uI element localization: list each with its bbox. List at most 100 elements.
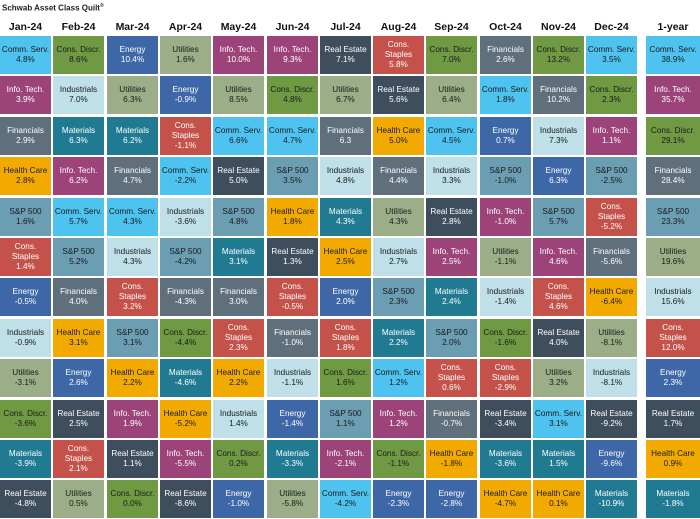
sector-label: Cons. Discr.: [56, 45, 101, 54]
sector-label: Energy: [172, 85, 199, 95]
sector-label: Utilities: [225, 85, 252, 95]
return-value: -4.8%: [14, 499, 37, 509]
quilt-cell: Energy -0.9%: [160, 76, 211, 115]
sector-label: Cons. Discr.: [163, 327, 208, 337]
quilt-cell: Cons. Staples -0.5%: [267, 278, 318, 317]
return-value: -0.5%: [281, 302, 304, 312]
return-value: -5.2%: [600, 221, 623, 231]
quilt-cell: Real Estate 4.0%: [533, 318, 584, 357]
quilt-cell: Comm. Serv. 4.5%: [426, 116, 477, 155]
sector-label: Comm. Serv.: [587, 45, 636, 54]
return-value: 6.3: [339, 135, 352, 145]
return-value: -3.6%: [14, 418, 37, 428]
quilt-cell: Financials 2.6%: [480, 36, 531, 74]
sector-label: Materials: [434, 287, 469, 297]
return-value: -1.1%: [281, 378, 304, 388]
return-value: 5.7%: [549, 216, 568, 226]
sector-label: Materials: [381, 327, 416, 337]
sector-label: Utilities: [438, 85, 465, 95]
return-value: 3.1%: [229, 257, 248, 266]
return-value: 5.0%: [389, 135, 408, 145]
return-value: 4.8%: [16, 55, 35, 64]
return-value: 1.2%: [389, 378, 408, 388]
quilt-cell: Health Care 5.0%: [373, 116, 424, 155]
return-value: 5.6%: [389, 95, 408, 105]
quilt-cell: Utilities 1.6%: [160, 36, 211, 74]
sector-label: Cons. Discr.: [3, 408, 48, 418]
return-value: -4.4%: [174, 337, 197, 347]
sector-label: Cons. Staples: [437, 363, 466, 383]
return-value: 2.3%: [389, 297, 408, 307]
return-value: -0.7%: [440, 418, 463, 428]
sector-label: Cons. Discr.: [323, 368, 368, 378]
sector-label: Utilities: [172, 45, 199, 54]
return-value: 4.3%: [123, 257, 142, 266]
sector-label: Info. Tech.: [59, 166, 98, 176]
quilt-cell: S&P 500 5.2%: [53, 238, 104, 276]
quilt-cell: Cons. Discr. -3.6%: [0, 399, 51, 438]
sector-label: Cons. Staples: [331, 322, 360, 342]
return-value: 38.9%: [661, 55, 685, 64]
quilt-cell: Cons. Discr. 2.3%: [586, 76, 637, 115]
sector-label: Utilities: [659, 247, 687, 256]
sector-label: Real Estate: [111, 449, 154, 458]
return-value: 7.3%: [549, 135, 568, 145]
return-value: 4.7%: [283, 135, 302, 145]
sector-label: Financials: [433, 408, 470, 418]
return-value: 10.2%: [546, 95, 571, 105]
sector-label: Materials: [221, 247, 256, 256]
return-value: 1.6%: [16, 216, 35, 226]
return-value: 1.9%: [123, 418, 142, 428]
quilt-cell: Real Estate 2.5%: [53, 399, 104, 438]
sector-label: Health Care: [163, 408, 208, 418]
sector-label: Real Estate: [217, 166, 260, 176]
return-value: 10.4%: [120, 55, 145, 64]
return-value: 1.8%: [283, 216, 302, 226]
quilt-cell: Industrials -8.1%: [586, 359, 637, 398]
quilt-cell: Health Care 2.2%: [213, 359, 264, 398]
return-value: -2.1%: [334, 459, 357, 468]
sector-label: S&P 500: [329, 408, 362, 418]
return-value: -1.0%: [494, 176, 517, 186]
quilt-cell: Industrials 7.0%: [53, 76, 104, 115]
return-value: -8.1%: [600, 337, 623, 347]
sector-label: Real Estate: [57, 408, 100, 418]
quilt-cell: Utilities -5.8%: [267, 480, 318, 519]
column-header: 1-year: [657, 21, 689, 33]
quilt-cell: S&P 500 2.0%: [426, 318, 477, 357]
return-value: 2.3%: [663, 378, 683, 388]
sector-label: Financials: [7, 125, 44, 135]
return-value: 6.7%: [336, 95, 355, 105]
sector-label: Financials: [167, 287, 204, 297]
sector-label: Materials: [275, 449, 310, 458]
sector-label: Cons. Discr.: [216, 449, 261, 458]
quilt-cell: S&P 500 -1.0%: [480, 157, 531, 196]
quilt-cell: Materials -3.9%: [0, 440, 51, 478]
sector-label: Health Care: [56, 327, 101, 337]
quilt-cell: Industrials 2.7%: [373, 238, 424, 276]
return-value: 1.7%: [663, 418, 683, 428]
quilt-cell: Utilities -8.1%: [586, 318, 637, 357]
quilt-cell: Cons. Staples 0.6%: [426, 359, 477, 398]
return-value: 5.8%: [389, 60, 408, 69]
quilt-cell: Cons. Discr. 0.0%: [107, 480, 158, 519]
quilt-cell: Financials -5.6%: [586, 238, 637, 276]
sector-label: Financials: [654, 166, 692, 176]
quilt-cell: Energy -1.0%: [213, 480, 264, 519]
quilt-cell: S&P 500 2.3%: [373, 278, 424, 317]
quilt-cell: Financials -0.7%: [426, 399, 477, 438]
sector-label: Cons. Discr.: [376, 449, 421, 458]
return-value: -1.8%: [440, 459, 463, 468]
quilt-cell: Industrials -1.4%: [480, 278, 531, 317]
return-value: -1.4%: [494, 297, 517, 307]
sector-label: Health Care: [110, 368, 155, 378]
return-value: -1.1%: [174, 140, 197, 150]
quilt-cell: Industrials -1.1%: [267, 359, 318, 398]
sector-label: Comm. Serv.: [374, 368, 423, 378]
return-value: -3.1%: [14, 378, 37, 388]
quilt-cell: Cons. Discr. 4.8%: [267, 76, 318, 115]
return-value: 2.5%: [442, 257, 461, 266]
sector-label: Real Estate: [484, 408, 527, 418]
sector-label: S&P 500: [9, 206, 42, 216]
return-value: 0.1%: [549, 499, 568, 509]
